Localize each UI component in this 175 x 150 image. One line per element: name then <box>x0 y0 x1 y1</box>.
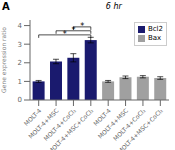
svg-text:0: 0 <box>18 96 22 104</box>
svg-text:MOLT-4: MOLT-4 <box>91 106 112 127</box>
svg-text:MOLT-4+MSC+CoCl₂: MOLT-4+MSC+CoCl₂ <box>47 106 95 150</box>
svg-text:MOLT-4+MSC+CoCl₂: MOLT-4+MSC+CoCl₂ <box>116 106 164 150</box>
svg-text:*: * <box>63 30 67 39</box>
svg-text:4: 4 <box>18 22 23 30</box>
svg-text:MOLT-4: MOLT-4 <box>22 106 43 127</box>
html-text:6 hr: 6 hr <box>105 2 122 11</box>
svg-text:Gene expression ratio: Gene expression ratio <box>8 27 9 93</box>
svg-text:MOLT-4+CoCl₂: MOLT-4+CoCl₂ <box>42 106 78 142</box>
svg-text:3: 3 <box>18 41 22 49</box>
html-text:A: A <box>2 1 10 12</box>
svg-text:MOLT-4+CoCl₂: MOLT-4+CoCl₂ <box>111 106 147 142</box>
svg-text:1: 1 <box>18 78 22 86</box>
svg-text:2: 2 <box>18 59 22 67</box>
html-text:Bax: Bax <box>147 34 162 42</box>
html-text:Bcl2: Bcl2 <box>147 25 163 33</box>
svg-text:*: * <box>80 22 84 31</box>
